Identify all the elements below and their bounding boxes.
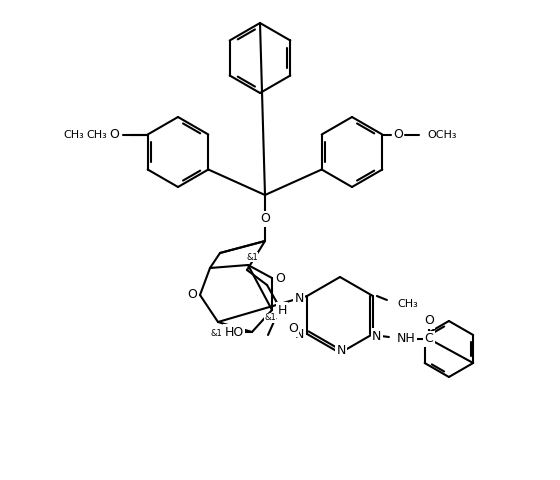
Text: O: O bbox=[109, 128, 119, 141]
Text: &1: &1 bbox=[264, 313, 276, 323]
Text: C: C bbox=[424, 333, 433, 346]
Text: NH: NH bbox=[397, 333, 416, 346]
Text: &1: &1 bbox=[210, 329, 222, 338]
Text: OCH₃: OCH₃ bbox=[427, 130, 457, 140]
Text: N: N bbox=[295, 291, 304, 304]
Text: H: H bbox=[277, 303, 287, 316]
Text: O: O bbox=[275, 272, 285, 285]
Text: O: O bbox=[288, 323, 298, 336]
Text: O: O bbox=[260, 213, 270, 226]
Text: O: O bbox=[424, 314, 434, 327]
Text: CH₃: CH₃ bbox=[397, 299, 418, 309]
Text: O: O bbox=[187, 288, 197, 301]
Text: N: N bbox=[295, 327, 304, 340]
Text: CH₃: CH₃ bbox=[87, 130, 108, 140]
Text: O: O bbox=[393, 128, 403, 141]
Text: O: O bbox=[109, 128, 119, 141]
Text: HO: HO bbox=[225, 325, 244, 338]
Text: &1: &1 bbox=[246, 252, 258, 262]
Text: CH₃: CH₃ bbox=[63, 130, 83, 140]
Text: N: N bbox=[372, 329, 381, 343]
Text: N: N bbox=[337, 345, 346, 358]
